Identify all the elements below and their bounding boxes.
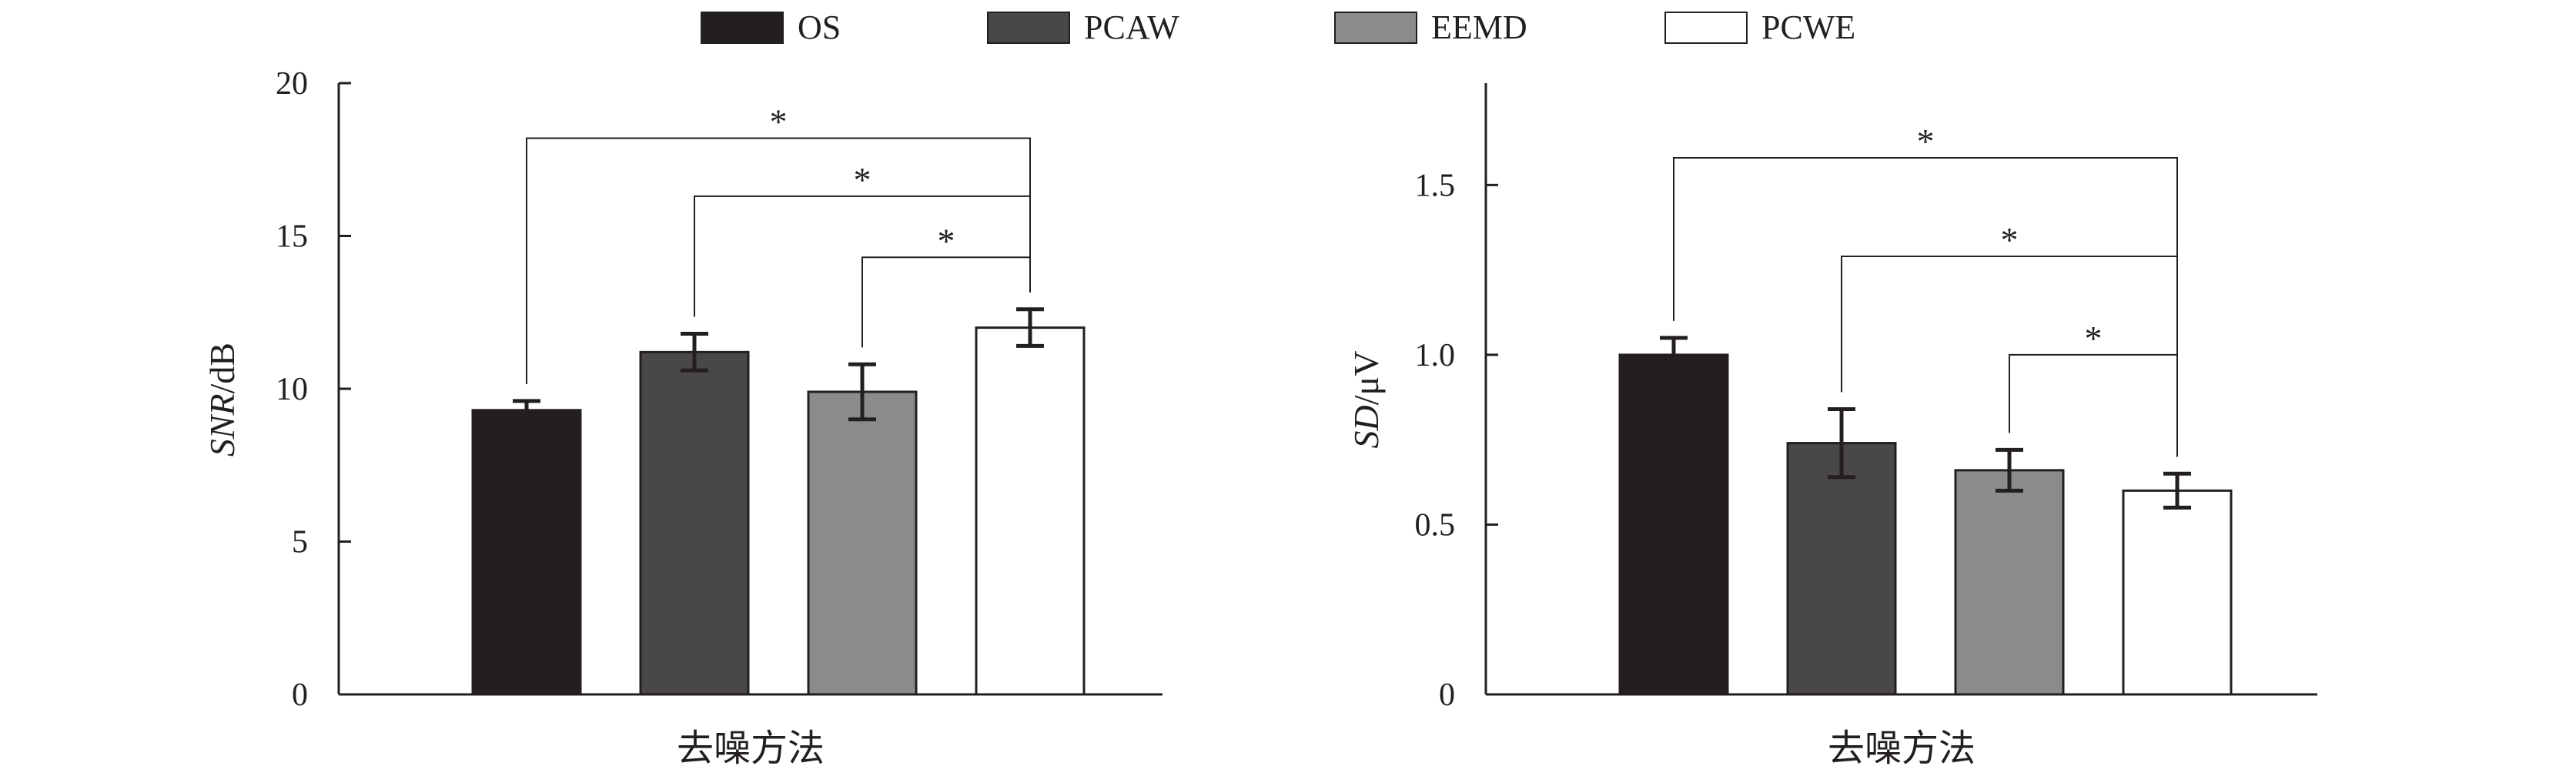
y-axis-label-unit: /μV: [1347, 351, 1386, 406]
y-tick-label: 0: [1439, 677, 1455, 713]
legend-item: PCWE: [1664, 9, 1855, 46]
significance-bracket: [1673, 157, 2178, 457]
significance-star: *: [854, 160, 871, 199]
legend-label: EEMD: [1431, 8, 1527, 46]
significance-bracket: [694, 195, 1031, 317]
legend: OS PCAW EEMD PCWE: [0, 0, 2576, 54]
bar-eemd: [1954, 469, 2065, 696]
y-tick-label: 5: [292, 525, 308, 560]
significance-star: *: [1917, 122, 1935, 161]
y-axis-label: SNR/dB: [202, 343, 242, 457]
y-tick-label: 0: [292, 677, 308, 713]
y-tick-label: 15: [276, 219, 308, 255]
legend-swatch: [987, 12, 1070, 44]
x-axis-label: 去噪方法: [1828, 727, 1975, 770]
legend-label: PCWE: [1761, 8, 1856, 46]
y-axis-label-quantity: SD: [1347, 405, 1386, 448]
bar-os: [1618, 353, 1729, 696]
snr-chart: 0 5 10 15 20 SNR/dB 去噪方法 * * *: [202, 66, 1163, 770]
y-tick-label: 1.0: [1415, 338, 1456, 373]
legend-swatch: [1334, 12, 1417, 44]
significance-bracket: [526, 137, 1031, 384]
bar-eemd: [807, 390, 918, 696]
legend-item: PCAW: [987, 9, 1179, 46]
legend-item: EEMD: [1334, 9, 1527, 46]
bar-pcaw: [1786, 442, 1897, 696]
sd-chart: 0 0.5 1.0 1.5 SD/μV 去噪方法 * * *: [1347, 83, 2317, 770]
significance-star: *: [938, 221, 955, 260]
legend-swatch: [1664, 12, 1748, 44]
legend-item: OS: [701, 9, 841, 46]
y-tick-label: 10: [276, 372, 308, 407]
significance-bracket: [2009, 353, 2178, 457]
bar-pcwe: [975, 326, 1086, 696]
significance-star: *: [770, 102, 788, 141]
x-axis-label: 去噪方法: [677, 727, 825, 770]
y-axis-label-quantity: SNR: [202, 393, 242, 457]
significance-star: *: [2085, 319, 2103, 358]
y-axis-label: SD/μV: [1347, 351, 1386, 449]
y-tick-label: 1.5: [1415, 168, 1456, 203]
significance-star: *: [2001, 220, 2019, 259]
y-tick-label: 0.5: [1415, 507, 1456, 543]
y-axis-label-unit: /dB: [202, 343, 242, 393]
bar-pcaw: [639, 350, 750, 696]
legend-label: OS: [798, 8, 841, 46]
y-tick-label: 20: [276, 66, 308, 102]
bar-pcwe: [2122, 489, 2233, 696]
legend-swatch: [701, 12, 784, 44]
legend-label: PCAW: [1084, 8, 1179, 46]
bar-os: [471, 409, 582, 696]
significance-bracket: [861, 256, 1031, 348]
